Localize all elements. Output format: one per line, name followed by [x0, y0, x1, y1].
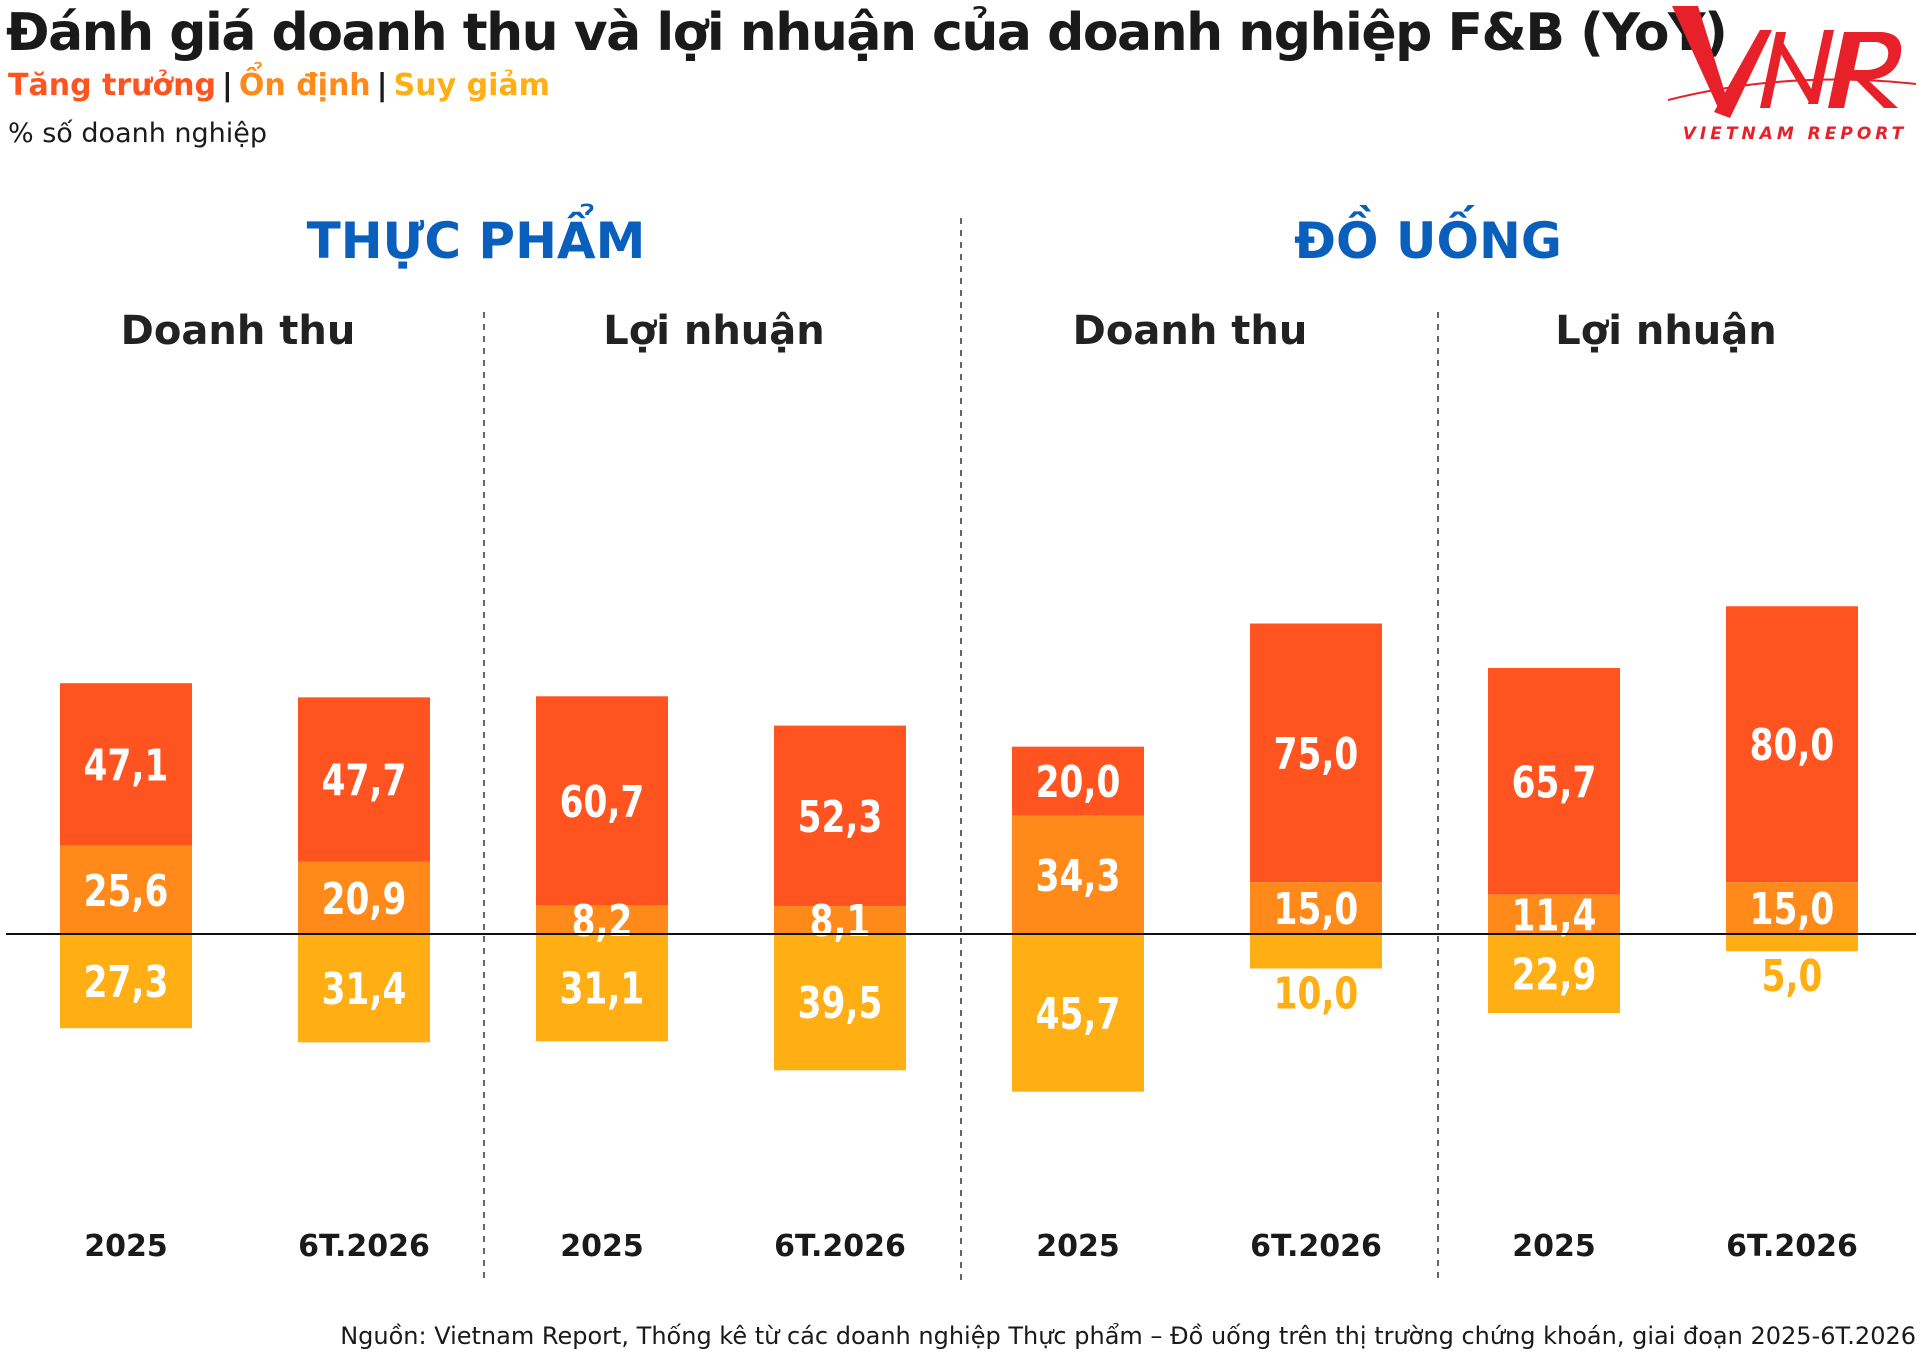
legend-separator: |	[376, 68, 388, 103]
data-label: 20,0	[1036, 757, 1121, 808]
data-label: 65,7	[1512, 757, 1597, 808]
bar-segment-growth	[774, 725, 906, 907]
bar-segment-growth	[60, 683, 192, 846]
data-label: 8,2	[572, 896, 633, 947]
legend-growth: Tăng trưởng	[8, 68, 216, 103]
group-title: Doanh thu	[1073, 308, 1308, 354]
vnr-logo-icon	[1668, 6, 1917, 118]
data-label: 15,0	[1750, 884, 1835, 935]
group-title: Lợi nhuận	[603, 308, 825, 354]
data-label: 45,7	[1036, 989, 1121, 1040]
data-label: 80,0	[1750, 720, 1835, 771]
bar-segment-stable	[774, 906, 906, 934]
x-tick-label: 2025	[1036, 1229, 1120, 1264]
x-tick-label: 2025	[84, 1229, 168, 1264]
bar-segment-stable	[1012, 815, 1144, 934]
data-label: 22,9	[1512, 949, 1597, 1000]
chart: THỰC PHẨM Doanh thu 47,1 25,6 27,3 2025 47,7 20…	[6, 203, 1916, 1282]
sector-title: ĐỒ UỐNG	[1294, 205, 1562, 270]
bar-segment-growth	[536, 696, 668, 906]
bar-segment-stable	[298, 861, 430, 934]
bar-segment-decline	[60, 934, 192, 1029]
bar-segment-decline	[1250, 934, 1382, 969]
data-label: 20,9	[322, 874, 407, 925]
logo-text: VIETNAM REPORT	[1682, 124, 1908, 144]
data-label: 34,3	[1036, 851, 1121, 902]
data-label: 47,1	[84, 740, 169, 791]
legend-separator: |	[221, 68, 233, 103]
bar-segment-decline	[1012, 934, 1144, 1092]
bar-segment-decline	[1726, 934, 1858, 952]
legend-stable: Ổn định	[238, 68, 371, 103]
bar-segment-growth	[1250, 623, 1382, 883]
data-label: 75,0	[1274, 729, 1359, 780]
data-label: 27,3	[84, 957, 169, 1008]
source-note: Nguồn: Vietnam Report, Thống kê từ các d…	[340, 1322, 1916, 1350]
bar-segment-stable	[60, 845, 192, 934]
unit-label: % số doanh nghiệp	[8, 118, 268, 149]
legend: Tăng trưởng | Ổn định | Suy giảm	[8, 68, 550, 103]
data-label: 60,7	[560, 777, 645, 828]
bar-segment-decline	[774, 934, 906, 1071]
data-label: 31,1	[560, 964, 645, 1015]
bar-segment-growth	[298, 697, 430, 862]
data-label: 15,0	[1274, 884, 1359, 935]
data-label: 52,3	[798, 792, 883, 843]
bar-segment-growth	[1726, 606, 1858, 883]
bar-segment-decline	[298, 934, 430, 1043]
group-title: Lợi nhuận	[1555, 308, 1777, 354]
bar-segment-growth	[1012, 746, 1144, 816]
x-tick-label: 6T.2026	[1250, 1229, 1382, 1264]
chart-title: Đánh giá doanh thu và lợi nhuận của doan…	[6, 3, 1728, 63]
x-tick-label: 2025	[1512, 1229, 1596, 1264]
data-label: 5,0	[1762, 951, 1823, 1002]
bar-segment-decline	[536, 934, 668, 1042]
data-label: 11,4	[1512, 890, 1597, 941]
legend-decline: Suy giảm	[393, 68, 550, 103]
data-label: 31,4	[322, 964, 407, 1015]
x-tick-label: 6T.2026	[298, 1229, 430, 1264]
bar-segment-decline	[1488, 934, 1620, 1014]
data-label: 39,5	[798, 978, 883, 1029]
x-tick-label: 6T.2026	[774, 1229, 906, 1264]
x-tick-label: 2025	[560, 1229, 644, 1264]
bar-segment-stable	[1250, 882, 1382, 934]
group-title: Doanh thu	[121, 308, 356, 354]
data-label: 25,6	[84, 866, 169, 917]
bar-segment-stable	[536, 905, 668, 934]
x-tick-label: 6T.2026	[1726, 1229, 1858, 1264]
data-label: 10,0	[1274, 968, 1359, 1019]
bar-segment-stable	[1488, 894, 1620, 934]
data-label: 8,1	[810, 896, 871, 947]
bar-segment-growth	[1488, 668, 1620, 895]
data-label: 47,7	[322, 755, 407, 806]
bar-segment-stable	[1726, 882, 1858, 934]
sector-title: THỰC PHẨM	[307, 203, 646, 270]
